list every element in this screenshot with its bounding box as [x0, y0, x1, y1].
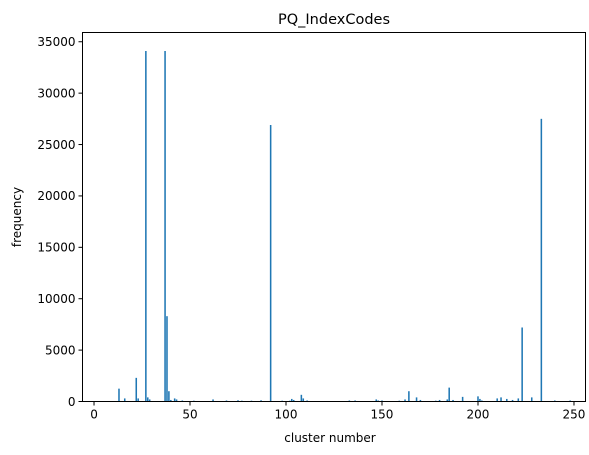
x-tick-label: 100	[275, 408, 298, 422]
bar	[164, 51, 166, 402]
plot-frame	[82, 32, 586, 402]
y-tick-label: 30000	[37, 86, 75, 100]
bar	[354, 400, 356, 402]
bar	[291, 398, 293, 402]
bar	[500, 397, 502, 402]
x-tick-label: 250	[563, 408, 586, 422]
y-tick-label: 15000	[37, 241, 75, 255]
x-tick-label: 0	[90, 408, 98, 422]
bar	[530, 397, 533, 402]
x-tick-label: 50	[182, 408, 197, 422]
bar	[511, 399, 514, 402]
bar	[415, 397, 418, 402]
y-tick-label: 0	[68, 395, 76, 409]
bar	[260, 400, 262, 402]
bars-group	[118, 51, 571, 402]
x-axis-ticks: 0 50 100 150 200 250	[90, 401, 586, 422]
plot-area	[82, 32, 586, 402]
bar	[569, 400, 571, 402]
bar	[348, 400, 351, 402]
bar	[137, 398, 139, 402]
bar	[479, 398, 481, 402]
bar	[377, 400, 379, 402]
y-axis-ticks: 0 5000 10000 15000 20000 25000 30000 35000	[37, 35, 83, 409]
bar	[446, 399, 449, 402]
bar	[148, 399, 151, 402]
bar	[170, 399, 172, 402]
y-tick-label: 25000	[37, 138, 75, 152]
bar	[300, 394, 303, 402]
bar	[477, 396, 479, 402]
bar	[408, 391, 410, 402]
x-tick-label: 150	[371, 408, 394, 422]
bar	[118, 388, 120, 402]
bar	[404, 399, 406, 402]
bar	[521, 327, 523, 402]
y-axis-label: frequency	[10, 187, 24, 247]
y-tick-label: 20000	[37, 189, 75, 203]
bar	[481, 400, 483, 402]
bar	[540, 118, 543, 402]
bar	[381, 400, 383, 402]
bar	[269, 125, 272, 402]
bar	[517, 398, 520, 402]
bar	[438, 399, 441, 402]
bar	[175, 399, 178, 402]
bar	[147, 397, 149, 402]
y-tick-label: 5000	[45, 343, 76, 357]
chart-title: PQ_IndexCodes	[278, 12, 390, 28]
bar	[135, 377, 138, 402]
bar	[496, 398, 498, 402]
bar	[419, 399, 422, 402]
bar	[554, 400, 556, 402]
bar	[452, 399, 454, 402]
bar	[375, 399, 378, 402]
bar	[212, 399, 214, 402]
bar	[237, 400, 239, 402]
bar	[166, 316, 168, 402]
bar	[448, 387, 450, 402]
bar	[292, 399, 295, 402]
bar	[506, 398, 508, 402]
bar	[168, 391, 170, 402]
bar	[302, 398, 305, 402]
bar	[461, 396, 464, 402]
bar	[181, 400, 184, 402]
y-tick-label: 10000	[37, 292, 75, 306]
bar	[225, 400, 228, 402]
x-tick-label: 200	[467, 408, 490, 422]
bar	[173, 398, 176, 402]
x-axis-label: cluster number	[284, 431, 376, 445]
bar	[145, 51, 147, 402]
bar	[306, 400, 308, 402]
y-tick-label: 35000	[37, 35, 75, 49]
bar	[123, 398, 126, 402]
